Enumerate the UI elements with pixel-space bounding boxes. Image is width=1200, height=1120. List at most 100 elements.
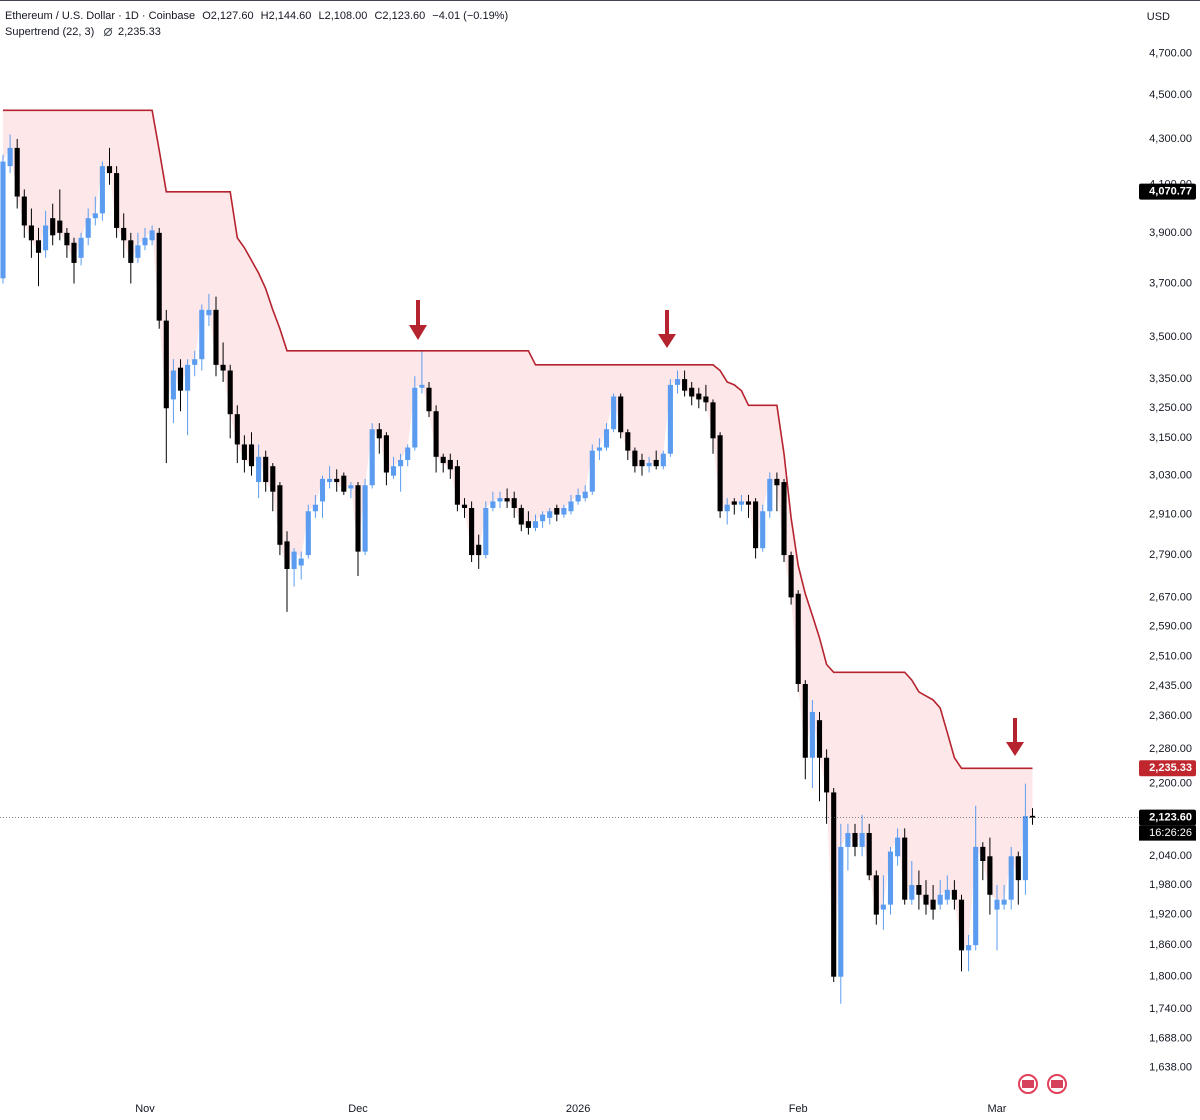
symbol-title: Ethereum / U.S. Dollar · 1D · Coinbase: [5, 10, 195, 22]
candle-body: [809, 712, 815, 758]
candle-body: [824, 757, 830, 793]
candle-body: [256, 456, 262, 483]
candle-body: [980, 846, 986, 862]
candle-body: [667, 384, 673, 454]
candle-body: [703, 396, 709, 403]
y-tick-label: 3,900.00: [1149, 227, 1192, 239]
candle-body: [575, 494, 581, 502]
y-tick-label: 1,920.00: [1149, 909, 1192, 921]
candle-body: [532, 521, 539, 528]
candle-body: [646, 463, 652, 467]
candle-body: [909, 884, 915, 900]
icon-circle: [104, 28, 112, 36]
bottom-icons: [1018, 1074, 1067, 1094]
candle-body: [738, 501, 744, 505]
candle-body: [21, 196, 27, 226]
indicator-legend: Supertrend (22, 3): [5, 26, 94, 38]
candle-body: [611, 396, 617, 430]
supertrend-line: [3, 109, 1033, 770]
candle-body: [334, 478, 340, 483]
indicator-name: Supertrend (22, 3): [5, 26, 94, 38]
candle-body: [561, 507, 567, 515]
y-tick-label: 1,800.00: [1149, 971, 1192, 983]
candle-body: [568, 501, 574, 512]
candle-body: [902, 837, 908, 900]
candle-body: [504, 498, 510, 502]
candle-body: [540, 514, 546, 522]
candle-body: [1008, 856, 1014, 900]
candle-body: [199, 309, 205, 360]
y-tick-label: 3,500.00: [1149, 331, 1192, 343]
candle-body: [227, 370, 233, 415]
y-tick-label: 2,670.00: [1149, 591, 1192, 603]
y-tick-label: 2,510.00: [1149, 651, 1192, 663]
y-tick-label: 2,790.00: [1149, 549, 1192, 561]
ohlc-open: O2,127.60: [202, 10, 253, 22]
candle-body: [362, 485, 368, 552]
candle-body: [511, 498, 517, 508]
y-tick-label: 3,350.00: [1149, 373, 1192, 385]
candle-body: [390, 466, 397, 476]
candle-body: [369, 429, 375, 486]
candle-body: [966, 945, 972, 951]
candle-body: [327, 478, 333, 483]
price-label-box: [1139, 183, 1196, 200]
candle-body: [28, 225, 34, 241]
candle-body: [412, 387, 418, 448]
candle-body: [618, 396, 624, 433]
candle-body: [0, 161, 6, 279]
y-tick-label: 2,590.00: [1149, 621, 1192, 633]
arrow-head: [658, 334, 676, 348]
candle-body: [724, 504, 730, 512]
candle-body: [625, 432, 631, 451]
candle-body: [50, 218, 56, 236]
candle-body: [248, 444, 255, 467]
y-tick-label: 1,860.00: [1149, 939, 1192, 951]
candle-body: [682, 379, 688, 391]
candle-body: [454, 466, 460, 505]
icon-flag: [1051, 1080, 1063, 1088]
candle-body: [944, 889, 950, 900]
candle-body: [895, 837, 901, 857]
candle-body: [170, 370, 176, 400]
countdown-label: 16:26:26: [1149, 827, 1192, 839]
candle-body: [774, 478, 780, 486]
price-label: 2,123.60: [1149, 812, 1192, 824]
candle-body: [156, 232, 162, 321]
candle-body: [163, 320, 169, 409]
x-tick-label: Nov: [135, 1103, 155, 1115]
candle-body: [149, 230, 155, 241]
candle-body: [298, 558, 304, 566]
candle-body: [717, 435, 723, 512]
candle-body: [639, 459, 645, 467]
x-tick-label: Mar: [988, 1103, 1007, 1115]
candle-body: [57, 220, 63, 233]
candle-body: [1001, 899, 1007, 905]
candle-body: [106, 166, 113, 174]
candle-body: [419, 384, 425, 388]
candle-body: [866, 832, 872, 876]
y-tick-label: 2,040.00: [1149, 850, 1192, 862]
price-label-box: [1139, 760, 1196, 777]
candle-body: [710, 402, 716, 439]
candle-body: [831, 792, 837, 977]
candle-body: [554, 507, 560, 515]
candle-body: [525, 521, 531, 528]
candle-body: [469, 507, 475, 556]
candle-body: [589, 450, 595, 492]
candle-body: [206, 309, 212, 316]
y-tick-label: 4,300.00: [1149, 133, 1192, 145]
candle-body: [788, 555, 794, 598]
candle-body: [78, 237, 84, 258]
candle-body: [596, 447, 602, 451]
candle-body: [916, 884, 922, 895]
price-label-box: [1139, 809, 1196, 826]
candle-body: [958, 899, 965, 951]
candle-body: [220, 364, 226, 371]
candle-body: [398, 459, 404, 467]
candle-body: [291, 551, 297, 569]
candle-body: [1029, 815, 1036, 818]
candle-body: [880, 904, 886, 910]
